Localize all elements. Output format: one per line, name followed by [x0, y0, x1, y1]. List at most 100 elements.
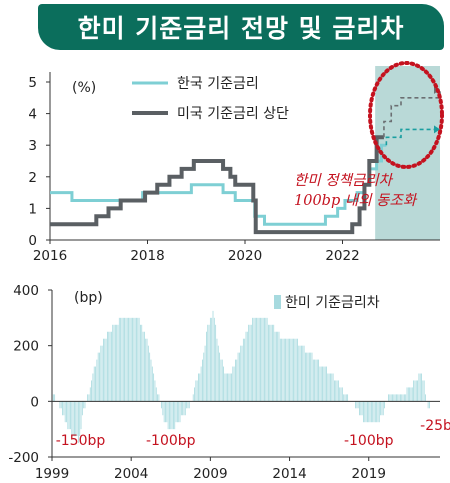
y-tick-label: 2 [28, 170, 37, 186]
diff-bar [373, 401, 375, 423]
diff-bar [427, 401, 429, 409]
diff-bar [303, 345, 305, 402]
diff-bar [390, 394, 392, 402]
diff-bar [356, 401, 358, 409]
diff-bar [421, 373, 422, 402]
diff-bar [67, 401, 69, 430]
min-annotation: -100bp [146, 433, 196, 449]
diff-bar [363, 401, 364, 423]
unit-label: (bp) [74, 290, 103, 306]
chart-title: 한미 기준금리 전망 및 금리차 [77, 14, 405, 43]
diff-bar [381, 401, 383, 416]
diff-bar [107, 331, 108, 402]
diff-bar [355, 401, 356, 409]
diff-bar [120, 317, 122, 402]
diff-bar [126, 317, 128, 402]
diff-bar [96, 359, 98, 402]
diff-bar [261, 317, 263, 402]
diff-bar [122, 317, 124, 402]
diff-bar [77, 401, 79, 444]
diff-bar [399, 394, 401, 402]
diff-bar [223, 366, 224, 402]
diff-bar [407, 387, 409, 402]
diff-bar [128, 317, 129, 402]
diff-bar [108, 331, 110, 402]
diff-bar [146, 338, 148, 402]
diff-bar [414, 380, 416, 402]
diff-bar [143, 331, 145, 402]
diff-bar [393, 394, 395, 402]
diff-bar [384, 401, 385, 409]
diff-bar [286, 338, 288, 402]
diff-bar [429, 401, 430, 409]
diff-bar [101, 345, 103, 402]
diff-bar [147, 345, 149, 402]
diff-bar [112, 324, 114, 402]
annotation-line-1: 한미 정책금리차 [294, 173, 394, 189]
diff-bar [92, 373, 94, 402]
diff-bar [84, 401, 86, 409]
diff-bar [306, 352, 308, 402]
diff-bar [271, 324, 273, 402]
diff-bar [360, 401, 362, 416]
diff-bar [291, 338, 293, 402]
diff-bar [326, 366, 327, 402]
diff-bar [281, 338, 283, 402]
diff-bar [70, 401, 71, 430]
diff-bar [175, 401, 177, 423]
diff-bar [343, 394, 345, 402]
diff-bar [289, 338, 290, 402]
diff-bar [253, 317, 255, 402]
y-tick-label: -200 [8, 450, 39, 466]
diff-bar [270, 324, 272, 402]
unit-label: (%) [72, 80, 96, 96]
diff-bar [245, 331, 247, 402]
diff-bar [345, 394, 347, 402]
diff-bar [130, 317, 132, 402]
diff-bar [145, 338, 147, 402]
diff-bar [81, 401, 83, 416]
diff-bar [221, 359, 223, 402]
diff-bar [209, 317, 211, 402]
diff-bar [241, 345, 243, 402]
diff-bar [290, 338, 292, 402]
diff-bar [323, 366, 325, 402]
diff-bar [199, 373, 201, 402]
diff-bar [182, 401, 184, 416]
diff-bar [405, 394, 407, 402]
diff-bar [413, 380, 415, 402]
series-line-us [50, 135, 384, 235]
diff-bar [274, 331, 276, 402]
diff-bar [311, 352, 313, 402]
diff-bar [327, 373, 329, 402]
diff-bar [301, 345, 302, 402]
diff-bar [312, 359, 314, 402]
diff-bar [54, 394, 56, 402]
diff-bar [151, 366, 153, 402]
diff-bar [105, 338, 107, 402]
diff-bar [64, 401, 66, 423]
diff-bar [268, 324, 269, 402]
diff-bar [389, 394, 391, 402]
diff-bar [195, 380, 197, 402]
diff-bar [215, 324, 217, 402]
diff-bar [192, 394, 194, 402]
diff-bar [382, 401, 384, 416]
diff-bar [236, 359, 238, 402]
diff-bar [196, 380, 198, 402]
diff-bar [88, 394, 90, 402]
diff-bar [219, 352, 221, 402]
diff-bar [265, 317, 267, 402]
diff-bar [403, 394, 405, 402]
diff-bar [252, 317, 254, 402]
diff-bar [213, 317, 215, 402]
diff-bar [418, 373, 420, 402]
y-tick-label: 4 [28, 107, 37, 123]
diff-bar [198, 373, 199, 402]
diff-bar [141, 324, 143, 402]
diff-bar [331, 373, 333, 402]
diff-bar [204, 345, 206, 402]
diff-bar [254, 317, 256, 402]
diff-bar [155, 387, 157, 402]
diff-bar [260, 317, 261, 402]
